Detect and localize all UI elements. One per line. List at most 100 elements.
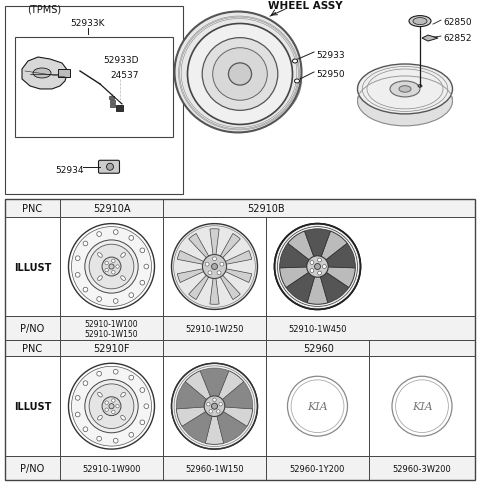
Bar	[58, 70, 70, 78]
Text: 52933: 52933	[316, 50, 345, 60]
Text: ILLUST: ILLUST	[14, 262, 51, 272]
Ellipse shape	[97, 253, 102, 258]
Circle shape	[105, 401, 108, 405]
Bar	[116, 106, 123, 112]
Circle shape	[144, 264, 149, 269]
Bar	[110, 105, 115, 108]
Circle shape	[318, 259, 322, 263]
Circle shape	[112, 260, 115, 263]
Wedge shape	[280, 244, 317, 268]
Circle shape	[209, 410, 213, 413]
Circle shape	[140, 388, 144, 393]
Wedge shape	[215, 382, 253, 409]
Circle shape	[83, 381, 88, 386]
Bar	[15, 38, 173, 138]
Wedge shape	[176, 407, 215, 427]
Circle shape	[72, 366, 152, 446]
Text: 52910A: 52910A	[93, 203, 130, 213]
Circle shape	[112, 271, 115, 274]
Text: 52934: 52934	[55, 166, 84, 175]
Text: PNC: PNC	[23, 203, 43, 213]
Circle shape	[83, 427, 88, 432]
Circle shape	[75, 412, 80, 417]
Ellipse shape	[228, 64, 252, 86]
Text: 52950: 52950	[316, 70, 345, 80]
Circle shape	[83, 287, 88, 292]
Circle shape	[204, 396, 225, 417]
Circle shape	[113, 230, 118, 235]
Wedge shape	[200, 368, 229, 407]
Circle shape	[129, 293, 133, 298]
Text: 52910B: 52910B	[247, 203, 285, 213]
Circle shape	[310, 269, 314, 273]
Wedge shape	[210, 267, 219, 305]
Circle shape	[105, 262, 108, 265]
Circle shape	[220, 263, 224, 266]
Ellipse shape	[121, 392, 125, 397]
Ellipse shape	[358, 77, 453, 126]
Text: P/NO: P/NO	[20, 324, 45, 334]
Polygon shape	[22, 58, 68, 90]
Text: 52960: 52960	[303, 344, 335, 354]
Circle shape	[107, 164, 113, 171]
Text: 52910-1W900: 52910-1W900	[82, 464, 141, 472]
Circle shape	[205, 263, 209, 266]
Circle shape	[97, 297, 101, 302]
Circle shape	[212, 264, 217, 270]
Circle shape	[102, 397, 121, 416]
Wedge shape	[307, 267, 328, 305]
Ellipse shape	[358, 65, 453, 115]
Circle shape	[129, 432, 133, 437]
Text: 52910-1W450: 52910-1W450	[288, 324, 347, 333]
Wedge shape	[176, 382, 215, 409]
Bar	[5, 199, 475, 480]
Wedge shape	[317, 267, 355, 288]
Wedge shape	[205, 407, 224, 445]
Wedge shape	[177, 267, 215, 283]
Ellipse shape	[390, 82, 420, 98]
Bar	[109, 101, 115, 103]
Text: 52910-1W100
52910-1W150: 52910-1W100 52910-1W150	[84, 319, 138, 338]
Bar	[5, 341, 475, 357]
Circle shape	[102, 258, 121, 276]
Ellipse shape	[222, 86, 227, 91]
Bar	[5, 7, 183, 194]
Circle shape	[116, 405, 119, 408]
Circle shape	[208, 271, 212, 275]
Ellipse shape	[260, 73, 264, 77]
Circle shape	[140, 420, 144, 425]
Circle shape	[113, 438, 118, 443]
Ellipse shape	[253, 86, 258, 91]
Wedge shape	[317, 244, 355, 268]
Ellipse shape	[121, 253, 125, 258]
Circle shape	[318, 271, 322, 275]
Ellipse shape	[175, 13, 301, 133]
Circle shape	[217, 271, 221, 275]
Bar	[5, 199, 475, 480]
Circle shape	[113, 369, 118, 374]
Ellipse shape	[97, 276, 102, 281]
Text: ILLUST: ILLUST	[14, 401, 51, 411]
Circle shape	[105, 269, 108, 272]
Circle shape	[112, 410, 115, 414]
Ellipse shape	[213, 49, 267, 101]
Circle shape	[83, 242, 88, 246]
Wedge shape	[182, 407, 215, 443]
Ellipse shape	[121, 276, 125, 281]
Circle shape	[72, 227, 152, 307]
Bar	[5, 199, 475, 217]
Circle shape	[207, 403, 210, 406]
Wedge shape	[189, 234, 215, 267]
Ellipse shape	[33, 69, 51, 79]
Ellipse shape	[418, 85, 422, 88]
Ellipse shape	[196, 34, 301, 125]
Wedge shape	[286, 267, 317, 303]
Wedge shape	[215, 234, 240, 267]
Text: 52933K: 52933K	[71, 19, 105, 27]
Text: 52910F: 52910F	[93, 344, 130, 354]
Text: 52960-3W200: 52960-3W200	[393, 464, 451, 472]
Text: 62852: 62852	[443, 34, 471, 42]
Ellipse shape	[295, 80, 300, 84]
Ellipse shape	[188, 24, 292, 125]
Circle shape	[219, 403, 222, 406]
